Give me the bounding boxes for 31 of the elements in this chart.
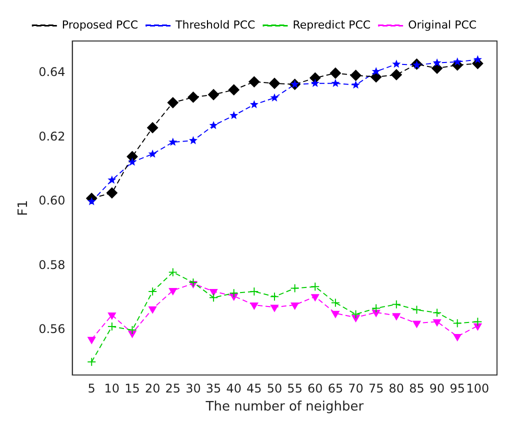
x-tick-label: 5: [88, 381, 96, 396]
x-tick-label: 10: [104, 381, 120, 396]
y-axis-title: F1: [16, 200, 32, 216]
x-tick-label: 75: [368, 381, 384, 396]
x-tick-label: 35: [206, 381, 222, 396]
x-tick-label: 70: [348, 381, 364, 396]
y-tick-label: 0.56: [38, 322, 66, 336]
x-tick-label: 15: [124, 381, 140, 396]
y-tick-label: 0.60: [38, 194, 66, 208]
legend-label: Threshold PCC: [174, 18, 256, 32]
x-tick-label: 45: [246, 381, 262, 396]
x-tick-label: 85: [409, 381, 424, 396]
x-tick-label: 80: [388, 381, 404, 396]
x-tick-label: 20: [144, 381, 160, 396]
x-tick-label: 30: [186, 381, 201, 396]
x-tick-label: 90: [429, 381, 445, 396]
y-tick-label: 0.64: [38, 65, 66, 80]
legend-label: Original PCC: [408, 18, 477, 32]
x-tick-label: 60: [308, 381, 323, 396]
y-tick-label: 0.62: [38, 129, 66, 144]
x-tick-label: 55: [287, 381, 302, 396]
x-axis-title: The number of neighber: [204, 400, 364, 415]
x-tick-label: 40: [226, 381, 242, 396]
x-tick-label: 95: [450, 381, 466, 396]
legend-label: Proposed PCC: [62, 18, 138, 32]
x-tick-label: 65: [328, 381, 344, 396]
y-tick-label: 0.58: [38, 258, 66, 272]
legend-label: Repredict PCC: [292, 18, 371, 32]
x-tick-label: 25: [165, 381, 181, 396]
x-tick-label: 50: [266, 381, 282, 396]
x-tick-label: 100: [466, 381, 490, 396]
